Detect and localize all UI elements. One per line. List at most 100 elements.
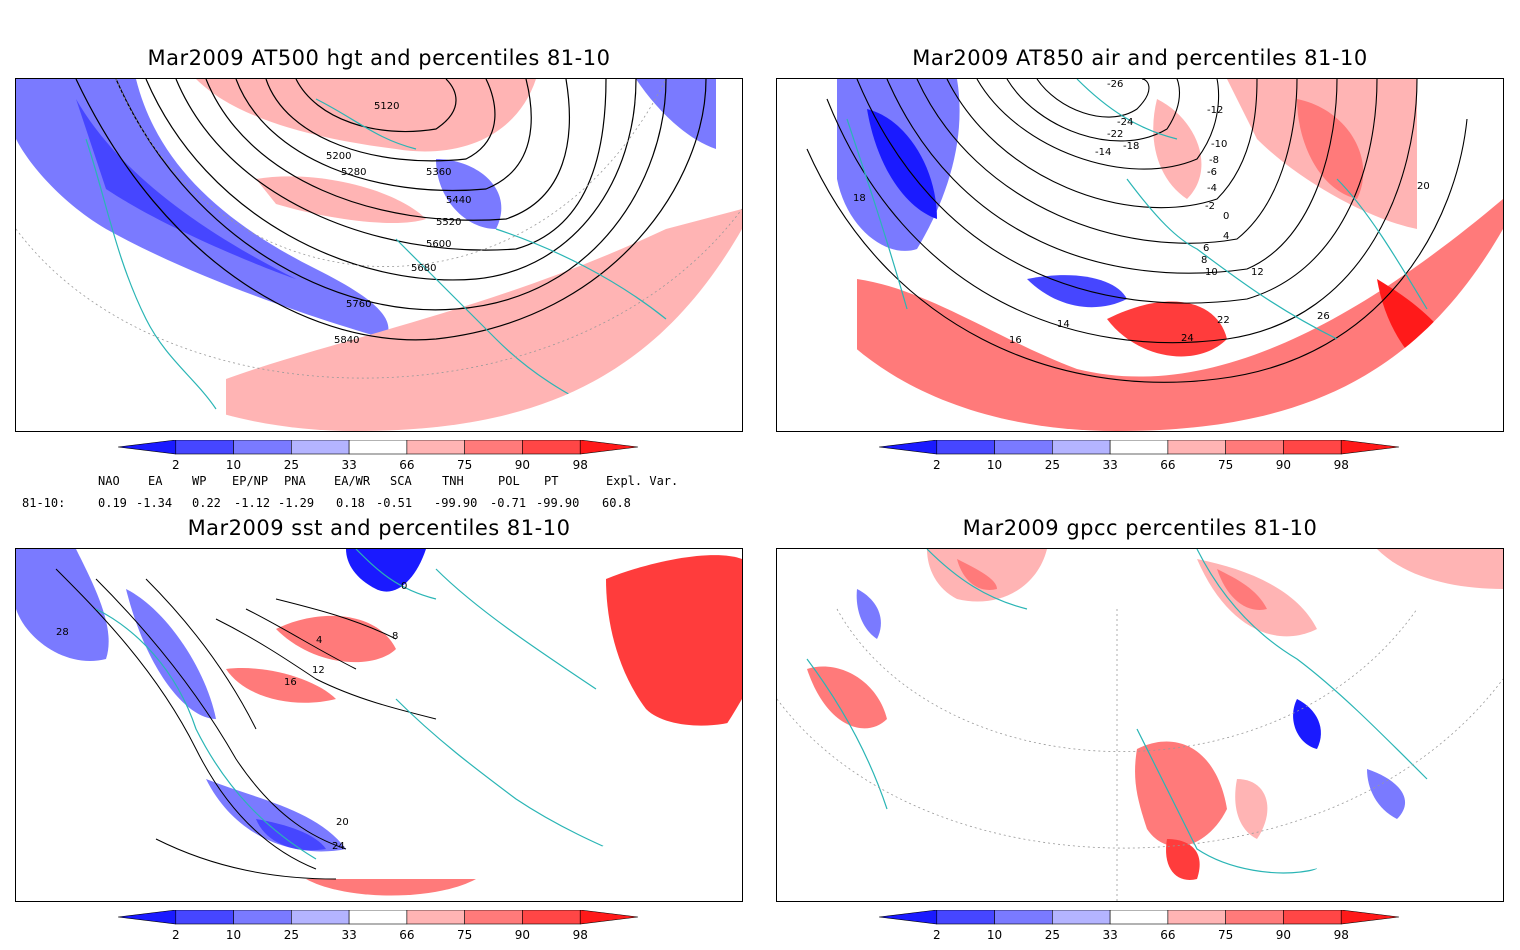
colorbar-swatch (579, 909, 639, 925)
pos-anomaly-mid (226, 668, 336, 703)
colorbar-850air: 2 10 25 33 66 75 90 98 (878, 439, 1419, 480)
colorbar-swatch (1283, 439, 1342, 455)
neg-anomaly-ne (636, 79, 716, 149)
panel-title: Mar2009 AT850 air and percentiles 81-10 (912, 46, 1368, 70)
index-header: EA/WR (334, 474, 371, 488)
panel-title: Mar2009 AT500 hgt and percentiles 81-10 (147, 46, 611, 70)
svg-text:5360: 5360 (426, 167, 451, 178)
colorbar-label: 66 (399, 458, 415, 472)
svg-text:26: 26 (1317, 311, 1330, 322)
colorbar-label: 75 (457, 458, 473, 472)
svg-text:-22: -22 (1107, 129, 1123, 140)
colorbar-swatch (878, 909, 938, 925)
index-value: -1.12 (234, 496, 271, 510)
colorbar-label: 10 (225, 458, 242, 472)
map-gpcc (776, 548, 1504, 902)
index-value: 0.19 (98, 496, 127, 510)
pos-anomaly-southern (306, 879, 476, 896)
contour-labels: -26 -24 -22 -18 -14 -12 -10 -8 -6 -4 -2 … (853, 79, 1430, 346)
precip-patches (807, 549, 1503, 880)
index-value: -0.71 (490, 496, 527, 510)
pos-anomaly-core (1107, 301, 1227, 357)
coastlines (846, 79, 1428, 340)
svg-text:-26: -26 (1107, 79, 1123, 90)
colorbar-label: 90 (1275, 928, 1292, 942)
colorbar-label: 2 (932, 458, 941, 472)
index-header: PNA (284, 474, 306, 488)
svg-text:-2: -2 (1205, 201, 1215, 212)
map-850air: -26 -24 -22 -18 -14 -12 -10 -8 -6 -4 -2 … (776, 78, 1504, 432)
sea-ice-blue (346, 549, 426, 592)
contour-labels: 5120 5200 5280 5360 5440 5520 5600 5680 … (326, 101, 471, 346)
index-value: -99.90 (434, 496, 478, 510)
colorbar-svg (117, 909, 639, 925)
index-header: POL (498, 474, 520, 488)
svg-text:16: 16 (1009, 335, 1022, 346)
map-500hgt: 5120 5200 5280 5360 5440 5520 5600 5680 … (15, 78, 743, 432)
colorbar-swatch (233, 439, 292, 455)
height-contours (75, 79, 707, 341)
colorbar-svg (878, 439, 1400, 455)
colorbar-swatch (1283, 909, 1342, 925)
pos-anomaly-south (857, 199, 1503, 431)
svg-text:20: 20 (336, 817, 349, 828)
colorbar-label: 10 (225, 928, 242, 942)
svg-text:6: 6 (1203, 243, 1209, 254)
contour-labels: 0 4 8 12 16 20 24 28 (56, 581, 407, 852)
colorbar-swatch (1052, 909, 1111, 925)
colorbar-500hgt: 2 10 25 33 66 75 90 98 (117, 439, 658, 480)
colorbar-swatch (348, 909, 408, 925)
svg-text:-24: -24 (1117, 117, 1133, 128)
colorbar-label: 2 (171, 458, 180, 472)
neg-anomaly-europe (436, 159, 502, 229)
colorbar-swatch (1167, 909, 1226, 925)
map-850air-svg: -26 -24 -22 -18 -14 -12 -10 -8 -6 -4 -2 … (806, 79, 1503, 431)
colorbar-labels: 2 10 25 33 66 75 90 98 (118, 928, 658, 944)
colorbar-label: 75 (1218, 458, 1234, 472)
colorbar-label: 98 (1333, 458, 1349, 472)
svg-text:0: 0 (401, 581, 407, 592)
colorbar-label: 2 (932, 928, 941, 942)
colorbar-label: 75 (1218, 928, 1234, 942)
colorbar-swatch (1225, 439, 1284, 455)
colorbar-label: 33 (1102, 928, 1118, 942)
colorbar-swatch (1109, 909, 1169, 925)
colorbar-labels: 2 10 25 33 66 75 90 98 (118, 458, 658, 474)
colorbar-label: 98 (572, 928, 588, 942)
index-header: WP (192, 474, 207, 488)
colorbar-swatch (175, 909, 234, 925)
colorbar-swatch (406, 909, 465, 925)
colorbar-label: 25 (283, 458, 299, 472)
svg-text:-14: -14 (1095, 147, 1111, 158)
colorbar-label: 2 (171, 928, 180, 942)
svg-text:5760: 5760 (346, 299, 371, 310)
neg-anomaly-west (126, 589, 216, 719)
svg-text:8: 8 (392, 631, 398, 642)
index-header: EA (148, 474, 163, 488)
svg-text:-18: -18 (1123, 141, 1139, 152)
pos-anomaly-north (196, 79, 536, 152)
index-value: -1.29 (278, 496, 315, 510)
colorbar-label: 25 (1044, 458, 1060, 472)
svg-text:4: 4 (1223, 231, 1229, 242)
svg-text:22: 22 (1217, 315, 1230, 326)
index-header: PT (544, 474, 559, 488)
temp-contours (806, 79, 1468, 383)
neg-anomaly-atlantic (1027, 275, 1127, 308)
coastlines (95, 549, 677, 880)
map-sst-svg: 0 4 8 12 16 20 24 28 (16, 549, 742, 896)
index-header: Expl. Var. (606, 474, 679, 488)
colorbar-swatch (1225, 909, 1284, 925)
colorbar-swatch (175, 439, 234, 455)
sst-contours (55, 568, 437, 880)
svg-text:5280: 5280 (341, 167, 366, 178)
colorbar-label: 98 (1333, 928, 1349, 942)
colorbar-label: 90 (1275, 458, 1292, 472)
neg-anomaly-core (76, 99, 296, 279)
svg-text:5440: 5440 (446, 195, 471, 206)
colorbar-swatch (464, 909, 523, 925)
panel-title: Mar2009 gpcc percentiles 81-10 (962, 516, 1318, 540)
colorbar-swatch (406, 439, 465, 455)
colorbar-label: 10 (986, 928, 1003, 942)
pos-anomaly-asia (1297, 99, 1364, 199)
